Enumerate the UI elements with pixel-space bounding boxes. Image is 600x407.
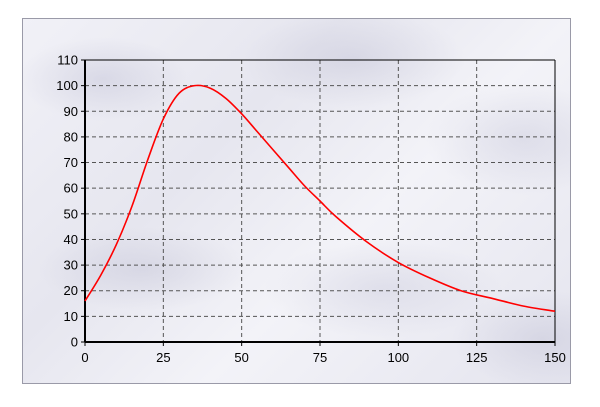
y-tick-label-70: 70 bbox=[64, 155, 78, 170]
x-tick-label-50: 50 bbox=[234, 350, 248, 365]
x-tick-label-75: 75 bbox=[313, 350, 327, 365]
x-tick-label-25: 25 bbox=[156, 350, 170, 365]
x-tick-label-100: 100 bbox=[387, 350, 409, 365]
series bbox=[84, 84, 556, 313]
grid bbox=[85, 59, 556, 342]
y-tick-label-100: 100 bbox=[56, 78, 78, 93]
chart-frame bbox=[22, 18, 571, 384]
y-tick-label-40: 40 bbox=[64, 232, 78, 247]
y-tick-label-0: 0 bbox=[71, 335, 78, 350]
y-tick-label-60: 60 bbox=[64, 181, 78, 196]
series-line-0 bbox=[84, 84, 556, 313]
y-tick-label-30: 30 bbox=[64, 258, 78, 273]
y-tick-label-10: 10 bbox=[64, 309, 78, 324]
x-tick-label-150: 150 bbox=[544, 350, 566, 365]
x-tick-label-0: 0 bbox=[81, 350, 88, 365]
x-tick-label-125: 125 bbox=[466, 350, 488, 365]
y-tick-label-50: 50 bbox=[64, 206, 78, 221]
y-tick-label-80: 80 bbox=[64, 129, 78, 144]
y-tick-label-110: 110 bbox=[57, 53, 78, 68]
y-tick-label-20: 20 bbox=[64, 283, 78, 298]
y-tick-label-90: 90 bbox=[64, 104, 78, 119]
tick-labels: 0 25 50 75 100 125 150 0 10 20 30 40 50 60 70 80 90 100 11… bbox=[56, 53, 566, 366]
axes bbox=[81, 59, 556, 346]
